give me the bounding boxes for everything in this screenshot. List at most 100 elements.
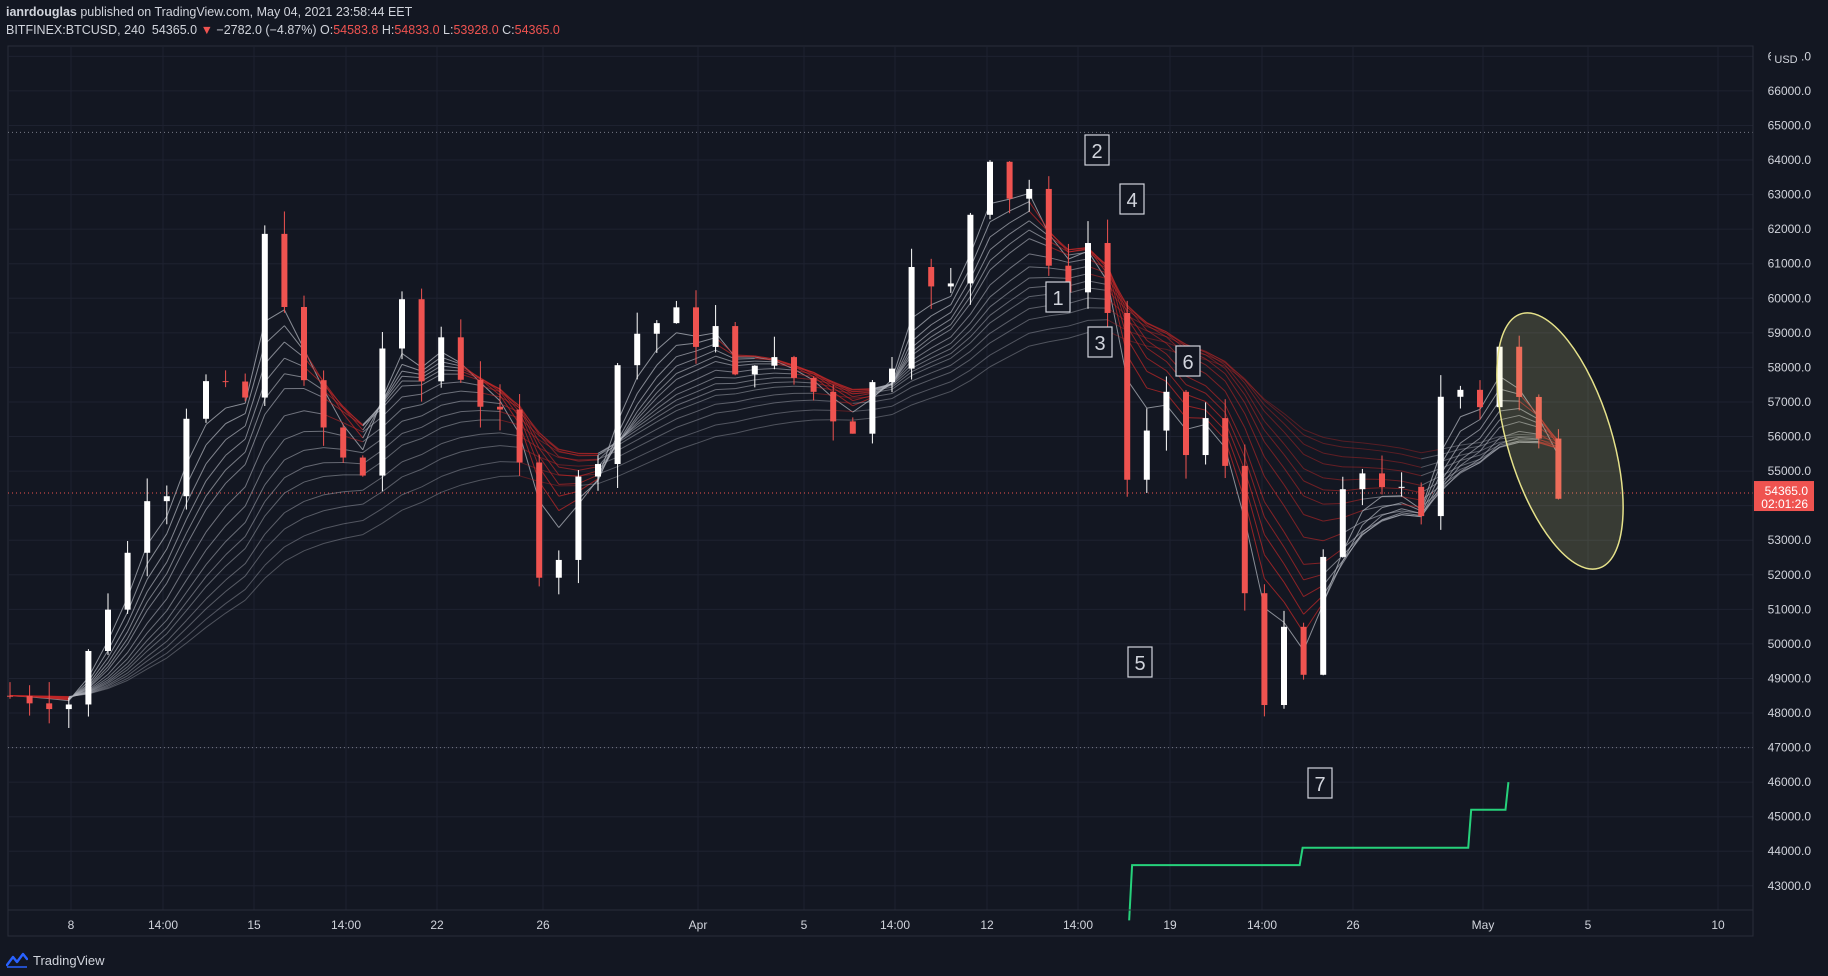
- ribbon-segment: [1519, 441, 1539, 444]
- ribbon-segment: [950, 358, 971, 373]
- ribbon-segment: [989, 280, 1010, 298]
- ribbon-segment: [1283, 454, 1305, 482]
- ribbon-segment: [1499, 440, 1520, 448]
- ribbon-segment: [833, 383, 853, 391]
- ribbon-segment: [1087, 249, 1108, 266]
- ribbon-segment: [1224, 365, 1246, 381]
- ribbon-segment: [421, 458, 442, 470]
- price-tick-label: 44000.0: [1768, 844, 1812, 858]
- ribbon-segment: [225, 425, 246, 441]
- candle-body: [1241, 465, 1248, 594]
- ribbon-segment: [421, 361, 442, 375]
- ribbon-segment: [480, 400, 501, 405]
- candle-body: [144, 501, 151, 553]
- price-axis[interactable]: 43000.0 44000.0 45000.0 46000.0 47000.0 48000…: [1752, 46, 1814, 936]
- ribbon-segment: [754, 357, 775, 361]
- ribbon-segment: [1028, 193, 1050, 234]
- ribbon-segment: [695, 394, 716, 404]
- ribbon-segment: [1205, 409, 1226, 431]
- ribbon-segment: [1205, 352, 1226, 366]
- ribbon-segment: [989, 343, 1010, 356]
- ribbon-segment: [538, 447, 560, 459]
- ribbon-segment: [1028, 229, 1050, 242]
- ribbon-segment: [519, 435, 540, 449]
- ribbon-segment: [382, 385, 403, 409]
- ribbon-segment: [284, 357, 305, 368]
- ribbon-segment: [1263, 501, 1285, 533]
- ribbon-segment: [1440, 454, 1461, 463]
- ribbon-segment: [970, 342, 991, 360]
- candle-body: [673, 307, 680, 324]
- ribbon-segment: [1264, 411, 1285, 433]
- ribbon-segment: [166, 628, 187, 648]
- ribbon-segment: [1029, 266, 1049, 269]
- ribbon-segment: [284, 550, 305, 562]
- ribbon-segment: [950, 314, 971, 338]
- ribbon-segment: [813, 376, 834, 384]
- tradingview-logo-icon[interactable]: [6, 952, 28, 968]
- time-tick-label: May: [1472, 918, 1495, 932]
- plot-frame: [7, 45, 1754, 937]
- indicator-step-line: [1128, 782, 1510, 921]
- ribbon-segment: [107, 597, 129, 641]
- ribbon-segment: [989, 210, 1010, 223]
- ribbon-segment: [284, 535, 305, 548]
- ribbon-segment: [480, 432, 501, 435]
- ribbon-segment: [538, 435, 560, 451]
- ribbon-segment: [284, 373, 305, 378]
- annotation-label: 5: [1134, 653, 1145, 675]
- ribbon-segment: [911, 340, 932, 356]
- ribbon-segment: [1362, 495, 1383, 512]
- ribbon-segment: [1244, 378, 1265, 401]
- ribbon-segment: [1519, 437, 1539, 440]
- ribbon-segment: [1166, 370, 1187, 395]
- ribbon-segment: [656, 399, 677, 414]
- ribbon-segment: [950, 369, 971, 383]
- ribbon-segment: [538, 448, 560, 476]
- ribbon-segment: [1401, 470, 1422, 477]
- ribbon-segment: [715, 349, 736, 360]
- ribbon-segment: [813, 386, 834, 391]
- ribbon-segment: [656, 394, 677, 410]
- time-axis[interactable]: 8 14:00 15 14:00 22 26 Apr 5 14:00 12 14:00 19 14:00…: [8, 909, 1753, 932]
- ribbon-segment: [401, 370, 422, 375]
- ribbon-segment: [323, 474, 344, 478]
- ribbon-segment: [715, 393, 736, 396]
- ribbon-segment: [695, 349, 716, 359]
- time-tick-label: 10: [1711, 918, 1725, 932]
- ribbon-segment: [499, 400, 521, 435]
- close-label: C:: [502, 23, 515, 37]
- ribbon-segment: [1126, 379, 1148, 409]
- ribbon-segment: [1460, 450, 1481, 466]
- candle-body: [26, 695, 33, 704]
- ribbon-segment: [264, 477, 285, 502]
- ribbon-segment: [656, 332, 677, 351]
- annotation-box: [1175, 345, 1201, 377]
- ribbon-segment: [735, 357, 755, 360]
- ribbon-segment: [146, 657, 168, 670]
- candle-body: [222, 381, 229, 383]
- ribbon-segment: [1342, 524, 1363, 562]
- ribbon-segment: [813, 379, 834, 385]
- ribbon-segment: [1538, 426, 1559, 443]
- symbol-label[interactable]: BITFINEX:BTCUSD, 240: [6, 23, 145, 37]
- ribbon-segment: [1519, 438, 1539, 441]
- ribbon-segment: [225, 599, 246, 614]
- ribbon-segment: [715, 401, 736, 405]
- ribbon-segment: [539, 456, 559, 466]
- ribbon-segment: [1107, 278, 1128, 306]
- author-name[interactable]: ianrdouglas: [6, 5, 77, 19]
- ribbon-segment: [166, 592, 187, 621]
- ribbon-segment: [578, 470, 599, 477]
- ribbon-segment: [303, 494, 324, 502]
- brand-label[interactable]: TradingView: [33, 952, 105, 968]
- ribbon-segment: [303, 476, 324, 483]
- candle-body: [1261, 593, 1268, 706]
- ribbon-segment: [303, 388, 324, 399]
- ribbon-segment: [362, 407, 383, 427]
- ribbon-segment: [578, 458, 599, 461]
- ribbon-segment: [676, 419, 697, 428]
- ribbon-segment: [1538, 442, 1559, 449]
- ribbon-segment: [381, 370, 403, 403]
